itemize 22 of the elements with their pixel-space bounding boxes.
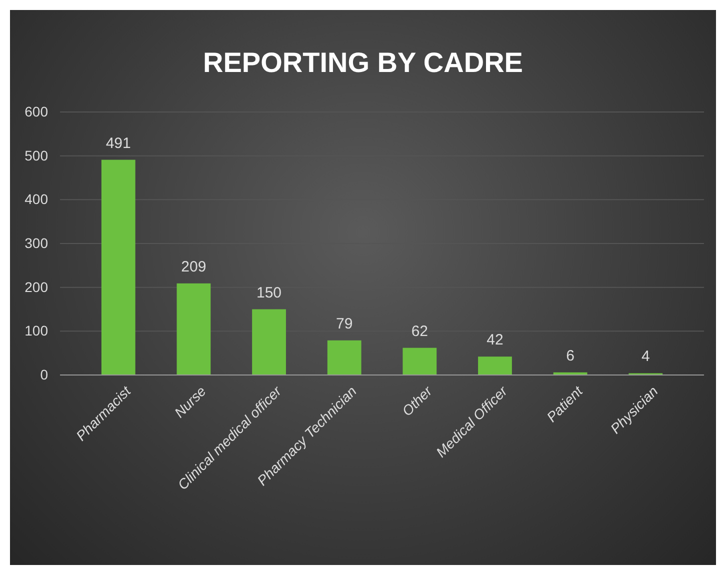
data-label: 491 xyxy=(106,134,131,152)
bar xyxy=(327,340,362,375)
data-label: 209 xyxy=(181,258,206,276)
y-tick-label: 300 xyxy=(24,234,48,251)
y-tick-label: 600 xyxy=(24,103,48,120)
data-label: 150 xyxy=(256,284,282,302)
data-label: 79 xyxy=(336,315,353,332)
bar xyxy=(402,348,437,375)
y-tick-label: 500 xyxy=(24,147,48,164)
y-tick-label: 100 xyxy=(24,322,48,339)
bar xyxy=(176,283,211,375)
y-tick-label: 200 xyxy=(24,278,48,295)
data-label: 62 xyxy=(411,322,428,340)
y-tick-label: 0 xyxy=(40,366,48,382)
bar xyxy=(478,356,512,375)
chart-title: REPORTING BY CADRE xyxy=(203,47,523,78)
bar xyxy=(252,309,286,375)
data-label: 6 xyxy=(566,347,574,364)
data-label: 4 xyxy=(641,348,650,366)
y-tick-label: 400 xyxy=(24,191,48,208)
data-label: 42 xyxy=(486,332,504,349)
bar xyxy=(101,160,136,375)
